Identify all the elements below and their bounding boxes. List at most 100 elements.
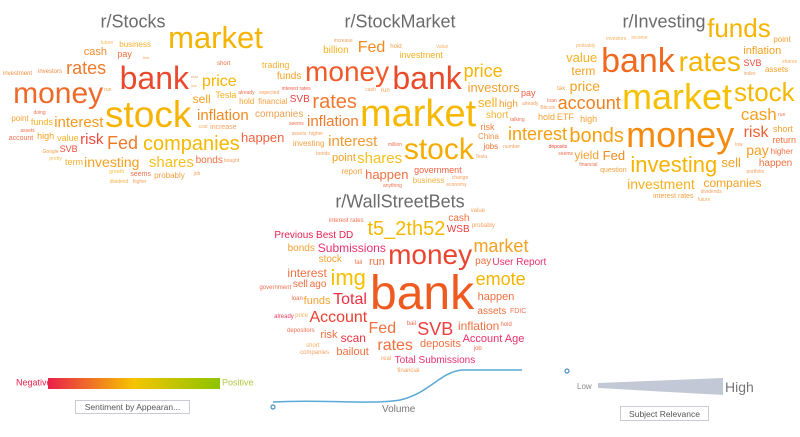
word-short[interactable]: short [306,342,320,349]
word-government[interactable]: government [259,285,292,292]
word-economy[interactable]: economy [446,181,467,188]
word-fed[interactable]: Fed [106,132,139,153]
word-financial[interactable]: financial [258,97,288,107]
word-report[interactable]: report [341,167,363,177]
word-account-age[interactable]: Account Age [462,332,525,345]
word-interest[interactable]: interest [328,133,378,151]
word-short[interactable]: short [217,61,231,67]
word-financial[interactable]: financial [397,367,420,374]
word-loan[interactable]: loan [547,97,557,104]
word-fed[interactable]: Fed [368,320,397,338]
word-tax[interactable]: tax [557,86,566,93]
word-bonds[interactable]: bonds [569,125,624,148]
word-term[interactable]: term [65,156,84,167]
word-higher[interactable]: higher [770,147,793,157]
word-bank[interactable]: bank [601,41,675,80]
word-bailout[interactable]: bailout [336,345,369,358]
word-run[interactable]: run [381,87,390,94]
word-price[interactable]: price [295,312,309,319]
word-run[interactable]: run [778,112,786,119]
word-future[interactable]: future [697,196,711,203]
word-svb[interactable]: SVB [417,318,454,339]
word-fdic[interactable]: FDIC [509,308,527,316]
word-risk[interactable]: risk [480,121,495,132]
word-happen[interactable]: happen [240,130,285,146]
word-rates[interactable]: rates [377,337,413,355]
word-portfolio[interactable]: portfolio [746,169,765,176]
word-pay[interactable]: pay [117,48,132,59]
word-price[interactable]: price [463,60,503,81]
word-money[interactable]: money [13,76,104,110]
word-wsb[interactable]: WSB [446,223,470,235]
word-etf[interactable]: ETF [556,111,574,122]
word-low[interactable]: low [190,82,197,88]
word-cash[interactable]: cash [740,105,777,125]
word-account[interactable]: Account [309,309,368,327]
word-loan[interactable]: loan [291,296,303,303]
word-t5-2th52[interactable]: t5_2th52 [367,218,446,241]
word-cash[interactable]: cash [83,46,108,59]
word-investing[interactable]: investing [84,153,140,170]
word-risk[interactable]: risk [743,124,769,142]
word-probably[interactable]: probably [576,43,596,50]
word-inflation[interactable]: inflation [743,45,782,58]
word-funds[interactable]: funds [30,116,53,127]
word-bonds[interactable]: bonds [195,155,223,167]
word-real[interactable]: real [381,355,392,362]
word-value[interactable]: value [566,49,598,65]
word-seems[interactable]: seems [130,170,151,178]
word-account[interactable]: account [557,92,621,113]
word-million[interactable]: million [387,141,403,148]
word-future[interactable]: future [100,40,114,47]
word-stock[interactable]: stock [105,93,192,135]
word-run[interactable]: run [104,87,112,94]
word-companies[interactable]: companies [254,109,304,121]
word-investors[interactable]: investors [38,69,63,75]
word-growth[interactable]: growth [109,169,125,176]
word-depositors[interactable]: depositors [287,327,315,334]
word-interest-rates[interactable]: interest rates [328,217,364,224]
word-probably[interactable]: probably [154,170,185,180]
word-assets[interactable]: assets [764,64,789,74]
word-shares[interactable]: shares [148,153,194,171]
word-value[interactable]: value [436,43,449,50]
word-account[interactable]: account [8,135,34,143]
word-interest[interactable]: interest [54,114,104,132]
word-point[interactable]: point [332,152,356,165]
word-shares[interactable]: shares [357,150,403,168]
word-job[interactable]: job [473,346,482,353]
word-svb[interactable]: SVB [743,58,762,69]
word-value[interactable]: value [57,133,79,144]
word-yield[interactable]: yield [574,148,600,163]
word-change[interactable]: change [451,175,469,182]
word-investment[interactable]: investment [399,49,443,60]
word-investors[interactable]: investors [467,79,520,95]
word-expected[interactable]: expected [259,89,280,96]
word-high[interactable]: high [580,113,598,124]
word-companies[interactable]: companies [703,176,762,191]
word-interest[interactable]: interest [287,265,327,280]
word-tesla[interactable]: Tesla [215,90,237,100]
word-value[interactable]: value [470,208,486,215]
word-deposits[interactable]: deposits [548,144,568,151]
word-interest-rates[interactable]: interest rates [653,193,694,201]
word-hold[interactable]: hold [537,112,555,123]
word-money[interactable]: money [305,55,390,87]
word-investment[interactable]: investment [3,71,33,78]
word-inflation[interactable]: inflation [306,113,359,131]
word-fail[interactable]: fail [354,259,363,266]
word-funds[interactable]: funds [303,295,331,308]
sentiment-by-appearance-button[interactable]: Sentiment by Appearan... [75,400,190,414]
word-bonds[interactable]: bonds [287,243,315,255]
word-point[interactable]: point [11,114,29,124]
word-increase[interactable]: increase [333,38,353,45]
word-deposits[interactable]: deposits [420,338,461,350]
word-total[interactable]: Total [333,290,367,308]
word-cash[interactable]: cash [448,212,470,224]
word-inflation[interactable]: inflation [197,106,249,124]
word-higher[interactable]: higher [309,131,324,138]
word-money[interactable]: money [388,238,473,270]
word-bonds[interactable]: bonds [316,150,330,157]
word-job[interactable]: job [193,170,201,177]
word-fed[interactable]: Fed [357,39,386,57]
